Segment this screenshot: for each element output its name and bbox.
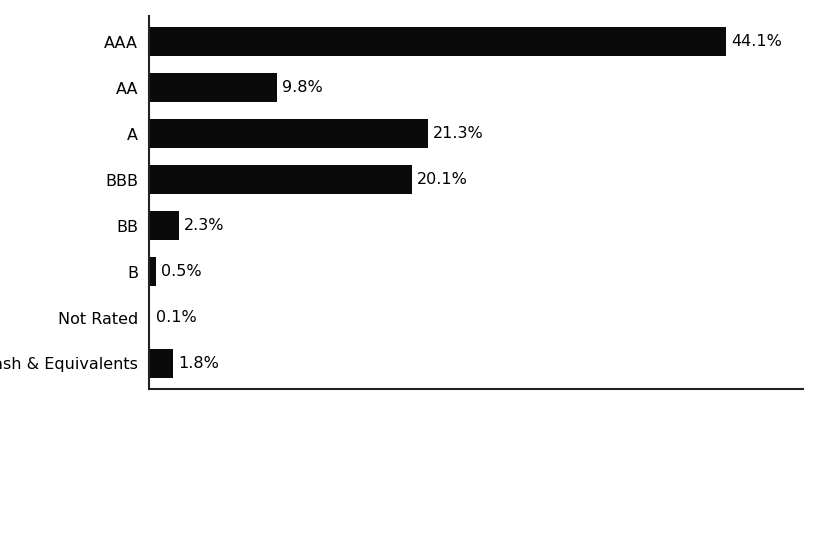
Text: 20.1%: 20.1% [417,172,467,187]
Text: 0.1%: 0.1% [155,310,196,325]
Text: 1.8%: 1.8% [178,356,218,371]
Text: 0.5%: 0.5% [160,264,201,279]
Text: 21.3%: 21.3% [433,126,483,141]
Text: 2.3%: 2.3% [184,218,225,233]
Bar [149,257,155,286]
Bar [149,211,179,240]
Bar [149,119,428,148]
Bar [149,73,277,102]
Text: 9.8%: 9.8% [282,80,323,95]
Bar [149,27,725,56]
Bar [149,303,151,332]
Bar [149,165,412,194]
Bar [149,349,172,378]
Text: 44.1%: 44.1% [730,34,782,49]
